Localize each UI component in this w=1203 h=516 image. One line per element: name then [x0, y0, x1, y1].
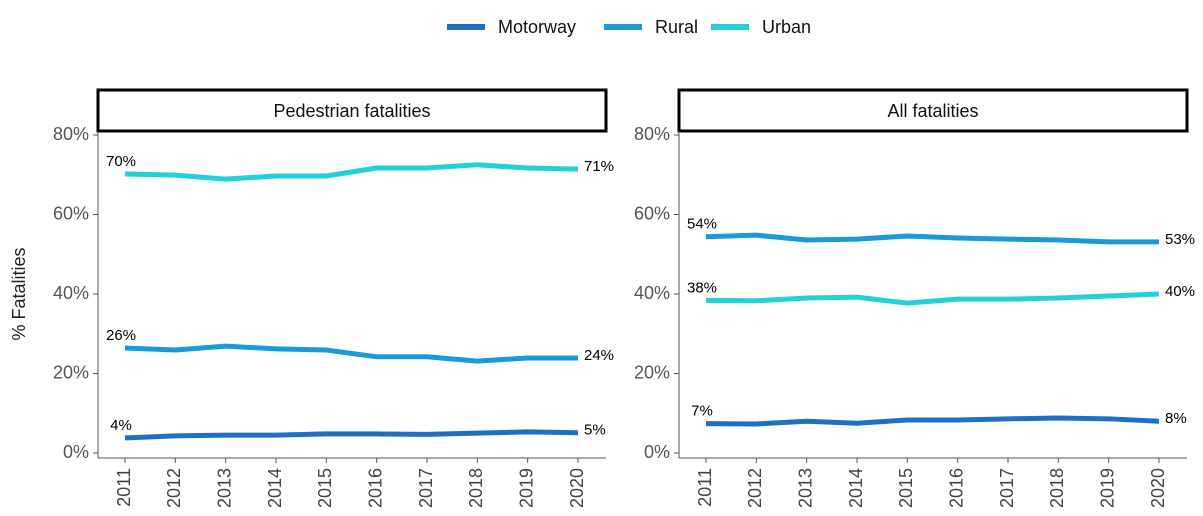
legend-label: Motorway: [498, 17, 576, 37]
y-axis-label: % Fatalities: [9, 247, 29, 340]
y-tick-label: 80%: [53, 124, 89, 144]
legend-label: Urban: [762, 17, 811, 37]
x-tick-label: 2013: [214, 468, 234, 508]
data-label: 4%: [110, 417, 132, 434]
x-tick-label: 2016: [946, 468, 966, 508]
y-tick-label: 60%: [53, 203, 89, 223]
x-tick-label: 2015: [896, 468, 916, 508]
data-label: 71%: [584, 158, 614, 175]
data-label: 7%: [691, 403, 713, 420]
x-tick-label: 2020: [1148, 468, 1168, 508]
series-line: [705, 232, 1159, 245]
data-label: 5%: [584, 422, 606, 439]
series-line: [124, 429, 579, 441]
y-tick-label: 40%: [634, 283, 670, 303]
y-tick-label: 20%: [53, 362, 89, 382]
x-tick-label: 2011: [114, 468, 134, 507]
data-label: 54%: [687, 216, 717, 233]
x-tick-label: 2019: [1097, 468, 1117, 508]
y-tick-label: 0%: [63, 442, 89, 462]
data-label: 70%: [106, 153, 136, 170]
facet-strip: [96, 88, 608, 133]
data-label: 38%: [687, 279, 717, 296]
y-tick-label: 0%: [644, 442, 670, 462]
data-label: 8%: [1165, 410, 1187, 427]
facet-title: All fatalities: [887, 101, 978, 121]
legend-label: Rural: [655, 17, 698, 37]
x-tick-label: 2017: [416, 468, 436, 508]
x-tick-label: 2019: [516, 468, 536, 508]
y-tick-label: 20%: [634, 362, 670, 382]
data-label: 40%: [1165, 283, 1195, 300]
x-tick-label: 2018: [466, 468, 486, 508]
facet-strip: [677, 88, 1189, 133]
x-tick-label: 2012: [745, 468, 765, 508]
x-tick-label: 2012: [164, 468, 184, 508]
x-tick-label: 2017: [997, 468, 1017, 508]
series-line: [705, 291, 1160, 306]
data-label: 26%: [106, 327, 136, 344]
x-tick-label: 2015: [315, 468, 335, 508]
y-tick-label: 60%: [634, 203, 670, 223]
x-tick-label: 2018: [1047, 468, 1067, 508]
facet-title: Pedestrian fatalities: [273, 101, 430, 121]
y-tick-label: 80%: [634, 124, 670, 144]
series-line: [124, 162, 579, 182]
x-tick-label: 2014: [846, 468, 866, 508]
x-tick-label: 2014: [265, 468, 285, 508]
y-tick-label: 40%: [53, 283, 89, 303]
series-line: [124, 343, 578, 364]
x-tick-label: 2011: [695, 468, 715, 507]
x-tick-label: 2016: [365, 468, 385, 508]
x-tick-label: 2020: [567, 468, 587, 508]
x-tick-label: 2013: [795, 468, 815, 508]
series-line: [705, 415, 1160, 427]
data-label: 24%: [584, 347, 614, 364]
data-label: 53%: [1165, 231, 1195, 248]
